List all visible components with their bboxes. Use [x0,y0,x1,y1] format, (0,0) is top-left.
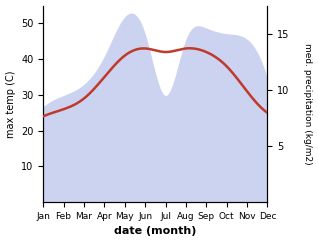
Y-axis label: max temp (C): max temp (C) [5,70,16,138]
Y-axis label: med. precipitation (kg/m2): med. precipitation (kg/m2) [303,43,313,165]
X-axis label: date (month): date (month) [114,227,197,236]
